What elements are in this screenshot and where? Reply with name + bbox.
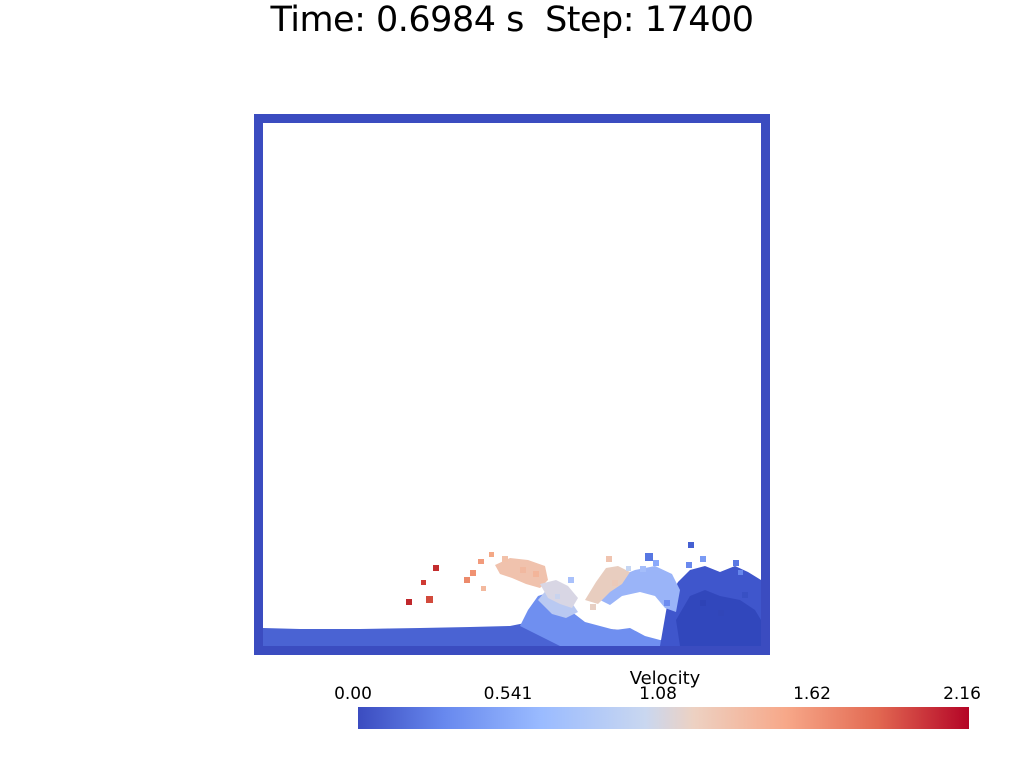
particle [590, 604, 596, 610]
particle [464, 577, 470, 583]
particle [700, 556, 706, 562]
particle [686, 562, 692, 568]
wall-top [254, 114, 770, 123]
particle [568, 577, 574, 583]
particle [533, 571, 539, 577]
particle [470, 570, 476, 576]
wall-left [254, 114, 263, 655]
particle [406, 599, 412, 605]
colorbar-tick-3: 1.62 [793, 684, 831, 704]
particle [718, 610, 724, 616]
colorbar-tick-1: 0.541 [483, 684, 533, 704]
particle [733, 560, 739, 566]
particle [626, 566, 631, 571]
colorbar-title: Velocity [629, 668, 701, 689]
colorbar-tick-0: 0.00 [334, 684, 372, 704]
time-step-title: Time: 0.6984 s Step: 17400 [270, 0, 754, 40]
particle [653, 560, 659, 566]
velocity-colorbar [358, 707, 969, 729]
particle [738, 570, 743, 575]
fluid-body [263, 558, 761, 646]
particle [664, 600, 670, 606]
particle [700, 600, 706, 606]
particle [742, 592, 748, 598]
particle [645, 553, 653, 561]
particle [421, 580, 426, 585]
particle [606, 556, 612, 562]
particle [688, 542, 694, 548]
particle [481, 586, 486, 591]
particle [489, 552, 494, 557]
particle [640, 566, 646, 572]
particle [426, 596, 433, 603]
particle [478, 559, 484, 564]
wall-right [761, 114, 770, 655]
particle [555, 594, 560, 599]
colorbar-tick-2: 1.08 [639, 684, 677, 704]
spray-particles [406, 542, 748, 616]
particle [502, 556, 508, 562]
particle [520, 567, 526, 573]
particle [612, 580, 618, 586]
wall-bottom [254, 646, 770, 655]
particle [433, 565, 439, 571]
colorbar-tick-4: 2.16 [943, 684, 981, 704]
container-walls [254, 114, 770, 655]
